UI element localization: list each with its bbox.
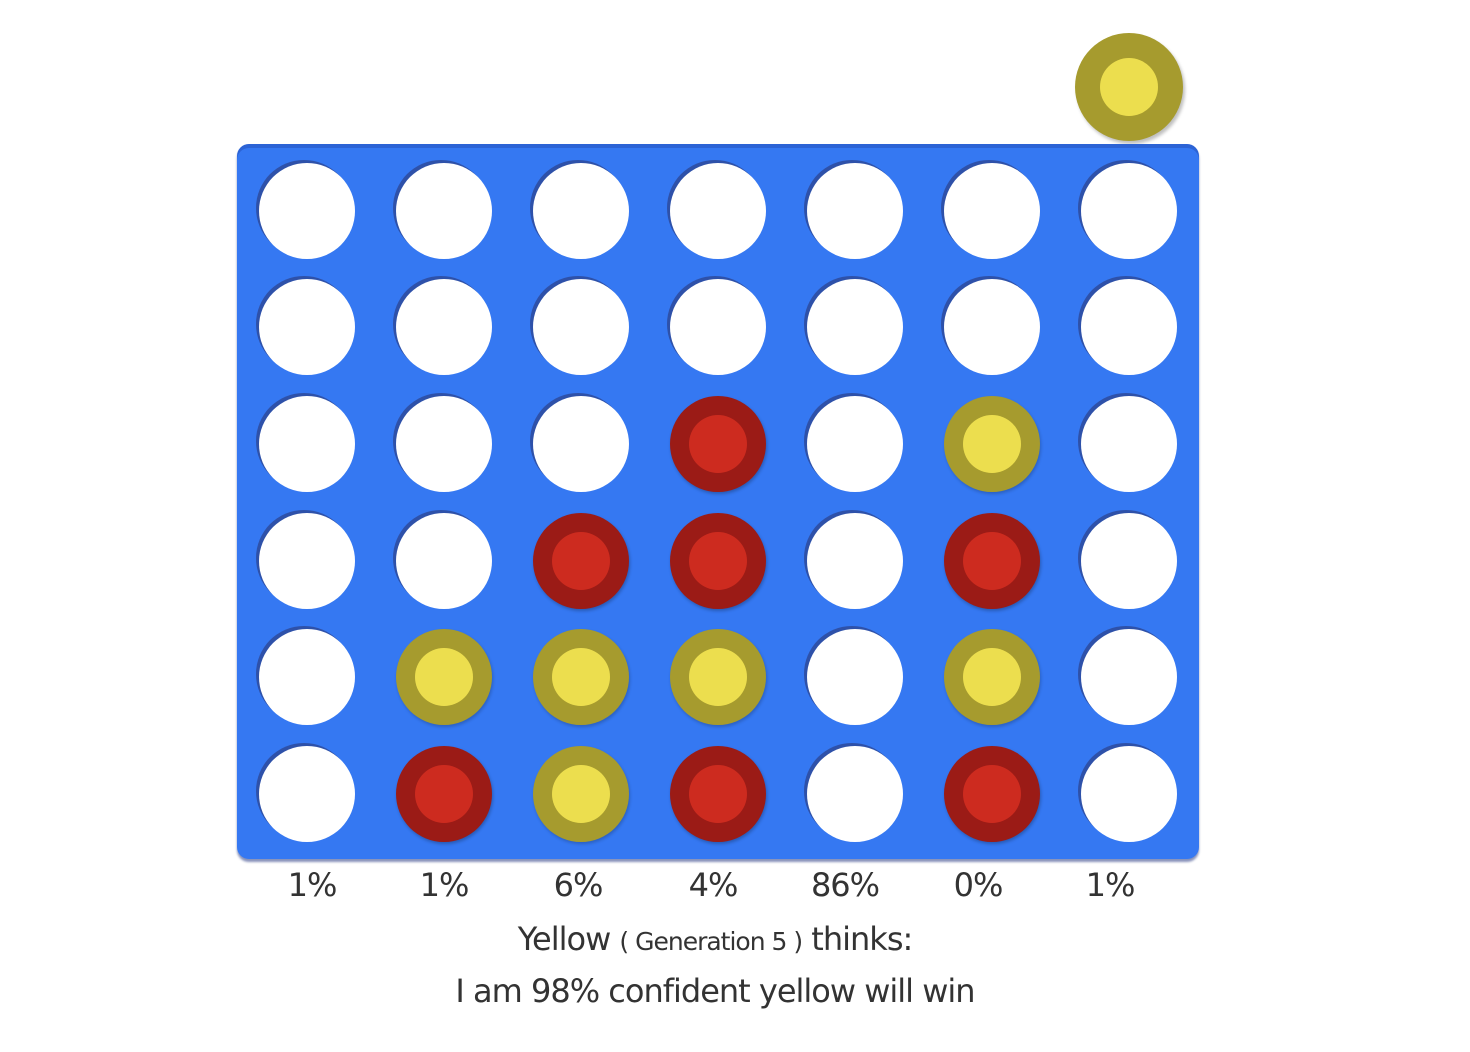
- piece-inner: [963, 765, 1021, 823]
- red-piece[interactable]: [944, 746, 1040, 842]
- empty-slot[interactable]: [807, 629, 903, 725]
- empty-slot[interactable]: [944, 163, 1040, 259]
- empty-slot[interactable]: [1081, 163, 1177, 259]
- piece-inner: [963, 532, 1021, 590]
- column-probability: 6%: [553, 866, 604, 904]
- empty-slot[interactable]: [944, 279, 1040, 375]
- red-piece[interactable]: [670, 746, 766, 842]
- empty-slot[interactable]: [1081, 396, 1177, 492]
- piece-inner: [1100, 58, 1158, 116]
- piece-inner: [963, 415, 1021, 473]
- red-piece[interactable]: [396, 746, 492, 842]
- empty-slot[interactable]: [1081, 629, 1177, 725]
- piece-inner: [415, 765, 473, 823]
- piece-inner: [552, 532, 610, 590]
- status-line: Yellow ( Generation 5 ) thinks:: [0, 920, 1430, 958]
- empty-slot[interactable]: [259, 163, 355, 259]
- confidence-text: I am 98% confident yellow will win: [455, 972, 975, 1010]
- column-probability: 86%: [810, 866, 880, 904]
- empty-slot[interactable]: [533, 163, 629, 259]
- empty-slot[interactable]: [259, 513, 355, 609]
- red-piece[interactable]: [670, 513, 766, 609]
- empty-slot[interactable]: [670, 279, 766, 375]
- piece-inner: [689, 648, 747, 706]
- piece-inner: [415, 648, 473, 706]
- red-piece[interactable]: [533, 513, 629, 609]
- empty-slot[interactable]: [259, 746, 355, 842]
- empty-slot[interactable]: [670, 163, 766, 259]
- empty-slot[interactable]: [807, 746, 903, 842]
- yellow-piece[interactable]: [533, 629, 629, 725]
- column-probability: 4%: [688, 866, 739, 904]
- empty-slot[interactable]: [396, 396, 492, 492]
- empty-slot[interactable]: [533, 396, 629, 492]
- empty-slot[interactable]: [1081, 513, 1177, 609]
- empty-slot[interactable]: [259, 629, 355, 725]
- piece-inner: [552, 765, 610, 823]
- yellow-piece[interactable]: [533, 746, 629, 842]
- piece-inner: [689, 765, 747, 823]
- piece-inner: [689, 415, 747, 473]
- yellow-piece[interactable]: [670, 629, 766, 725]
- empty-slot[interactable]: [396, 513, 492, 609]
- column-probability: 1%: [419, 866, 470, 904]
- player-name: Yellow: [517, 920, 612, 958]
- empty-slot[interactable]: [533, 279, 629, 375]
- empty-slot[interactable]: [1081, 279, 1177, 375]
- empty-slot[interactable]: [807, 163, 903, 259]
- piece-inner: [689, 532, 747, 590]
- column-probability: 1%: [287, 866, 338, 904]
- generation-label: ( Generation 5 ): [619, 927, 803, 956]
- empty-slot[interactable]: [807, 279, 903, 375]
- empty-slot[interactable]: [396, 279, 492, 375]
- column-probability: 0%: [953, 866, 1004, 904]
- column-probability: 1%: [1085, 866, 1136, 904]
- empty-slot[interactable]: [396, 163, 492, 259]
- piece-inner: [963, 648, 1021, 706]
- yellow-piece[interactable]: [944, 629, 1040, 725]
- empty-slot[interactable]: [259, 396, 355, 492]
- piece-inner: [552, 648, 610, 706]
- empty-slot[interactable]: [807, 513, 903, 609]
- yellow-piece[interactable]: [944, 396, 1040, 492]
- thinks-label: thinks:: [811, 920, 913, 958]
- game-board: [237, 144, 1199, 859]
- current-yellow-piece[interactable]: [1075, 33, 1183, 141]
- empty-slot[interactable]: [1081, 746, 1177, 842]
- red-piece[interactable]: [670, 396, 766, 492]
- yellow-piece[interactable]: [396, 629, 492, 725]
- red-piece[interactable]: [944, 513, 1040, 609]
- empty-slot[interactable]: [259, 279, 355, 375]
- empty-slot[interactable]: [807, 396, 903, 492]
